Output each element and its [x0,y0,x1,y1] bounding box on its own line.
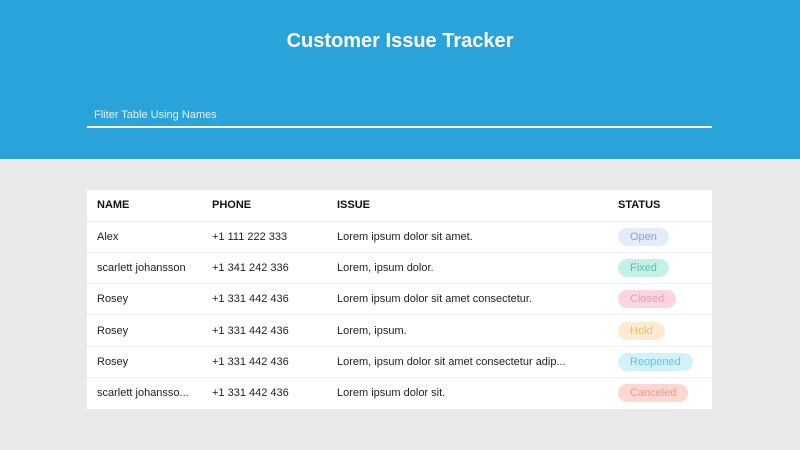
cell-name: scarlett johansso... [97,387,189,400]
status-badge: Hold [618,321,665,340]
cell-status: Fixed [618,252,712,285]
column-header-phone: PHONE [212,190,337,222]
cell-name: Alex [87,221,212,253]
status-badge: Open [618,227,669,246]
table-row[interactable]: scarlett johansso... +1 331 442 436 Lore… [87,377,712,408]
table-row[interactable]: Rosey +1 331 442 436 Lorem ipsum dolor s… [87,283,712,316]
cell-status: Closed [618,283,712,316]
column-header-issue: ISSUE [337,190,618,222]
cell-name: Rosey [87,283,212,316]
cell-phone: +1 331 442 436 [212,314,337,347]
status-badge: Canceled [618,384,689,403]
table-row[interactable]: Alex +1 111 222 333 Lorem ipsum dolor si… [87,221,712,253]
status-badge: Reopened [618,352,693,371]
column-header-name: NAME [87,190,212,222]
cell-name: scarlett johansson [87,252,212,285]
table-row[interactable]: Rosey +1 331 442 436 Lorem, ipsum dolor … [87,346,712,378]
cell-phone: +1 331 442 436 [212,346,337,378]
cell-phone: +1 111 222 333 [212,221,337,253]
cell-name: Rosey [87,346,212,378]
cell-status: Reopened [618,346,712,378]
header: Customer Issue Tracker [0,0,800,159]
status-badge: Fixed [618,258,669,277]
cell-issue: Lorem, ipsum. [337,314,618,347]
cell-name: Rosey [87,314,212,347]
cell-issue: Lorem, ipsum dolor. [337,252,618,285]
table-row[interactable]: Rosey +1 331 442 436 Lorem, ipsum. Hold [87,314,712,347]
table-row[interactable]: scarlett johansson +1 341 242 336 Lorem,… [87,252,712,285]
column-header-status: STATUS [618,190,712,222]
issue-table: NAME PHONE ISSUE STATUS Alex +1 111 222 … [87,190,712,409]
cell-status: Canceled [618,377,712,408]
table-header-row: NAME PHONE ISSUE STATUS [87,190,712,222]
cell-status: Open [618,221,712,253]
cell-status: Hold [618,314,712,347]
cell-issue: Lorem ipsum dolor sit amet consectetur. [337,283,618,316]
cell-issue: Lorem ipsum dolor sit. [337,387,446,400]
cell-issue: Lorem ipsum dolor sit amet. [337,221,618,253]
filter-input[interactable] [87,104,712,128]
status-badge: Closed [618,290,677,309]
cell-phone: +1 331 442 436 [212,283,337,316]
cell-issue: Lorem, ipsum dolor sit amet consectetur … [337,346,618,378]
page-title: Customer Issue Tracker [286,30,514,52]
cell-phone: +1 331 442 436 [212,387,289,400]
cell-phone: +1 341 242 336 [212,252,337,285]
